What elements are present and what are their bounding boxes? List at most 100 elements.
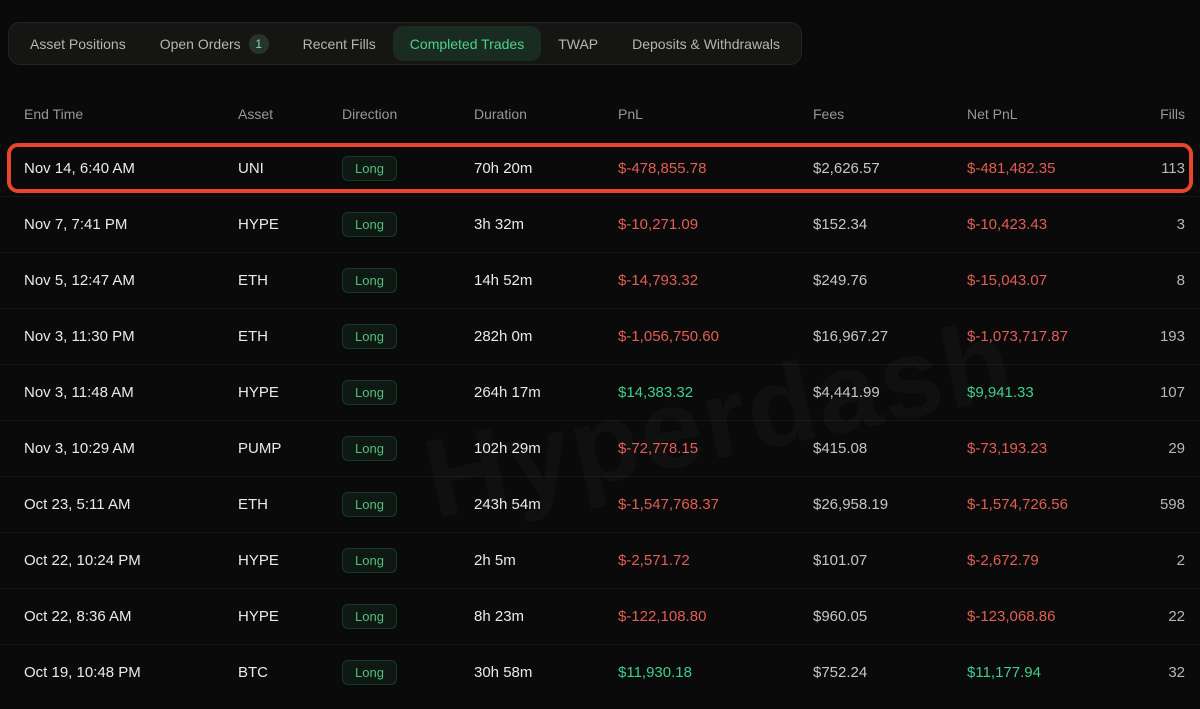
tab-label: Deposits & Withdrawals — [632, 35, 780, 52]
table-row[interactable]: Nov 7, 7:41 PM HYPE Long 3h 32m $-10,271… — [0, 196, 1200, 252]
net-pnl-cell: $11,177.94 — [967, 664, 1041, 681]
tab-deposits-withdrawals[interactable]: Deposits & Withdrawals — [615, 26, 797, 61]
column-header-duration: Duration — [474, 106, 527, 122]
duration-cell: 8h 23m — [474, 608, 525, 625]
duration-cell: 3h 32m — [474, 216, 525, 233]
end-time-cell: Nov 3, 11:30 PM — [24, 328, 135, 345]
direction-cell: Long — [342, 324, 474, 349]
tab-completed-trades[interactable]: Completed Trades — [392, 26, 542, 61]
duration-cell: 102h 29m — [474, 440, 541, 457]
asset-cell: ETH — [238, 496, 268, 513]
asset-cell: UNI — [238, 159, 264, 177]
column-header-pnl: PnL — [618, 106, 643, 122]
fees-cell: $2,626.57 — [813, 159, 880, 177]
fees-cell: $26,958.19 — [813, 496, 889, 513]
tab-recent-fills[interactable]: Recent Fills — [286, 26, 393, 61]
tab-label: Recent Fills — [302, 35, 376, 52]
table-row[interactable]: Oct 23, 5:11 AM ETH Long 243h 54m $-1,54… — [0, 476, 1200, 532]
fills-cell: 2 — [1176, 552, 1185, 569]
table-row[interactable]: Nov 5, 12:47 AM ETH Long 14h 52m $-14,79… — [0, 252, 1200, 308]
direction-long-badge: Long — [342, 660, 397, 685]
tab-label: Completed Trades — [409, 35, 525, 52]
trades-tab-bar: Asset Positions Open Orders 1 Recent Fil… — [8, 22, 802, 65]
asset-cell: ETH — [238, 328, 268, 345]
pnl-cell: $-72,778.15 — [618, 440, 699, 457]
tab-twap[interactable]: TWAP — [541, 26, 615, 61]
net-pnl-cell: $-481,482.35 — [967, 159, 1056, 177]
direction-cell: Long — [342, 268, 474, 293]
column-header-direction: Direction — [342, 106, 398, 122]
tab-label: TWAP — [558, 35, 599, 52]
net-pnl-cell: $-73,193.23 — [967, 440, 1048, 457]
duration-cell: 282h 0m — [474, 328, 533, 345]
direction-long-badge: Long — [342, 492, 397, 517]
net-pnl-cell: $-2,672.79 — [967, 552, 1039, 569]
pnl-cell: $-2,571.72 — [618, 552, 690, 569]
net-pnl-cell: $-1,574,726.56 — [967, 496, 1068, 513]
pnl-cell: $-478,855.78 — [618, 159, 707, 177]
table-row[interactable]: Nov 3, 10:29 AM PUMP Long 102h 29m $-72,… — [0, 420, 1200, 476]
table-row[interactable]: Nov 3, 11:30 PM ETH Long 282h 0m $-1,056… — [0, 308, 1200, 364]
duration-cell: 243h 54m — [474, 496, 541, 513]
asset-cell: HYPE — [238, 216, 279, 233]
direction-long-badge: Long — [342, 548, 397, 573]
pnl-cell: $-1,547,768.37 — [618, 496, 719, 513]
end-time-cell: Oct 19, 10:48 PM — [24, 664, 141, 681]
end-time-cell: Oct 22, 10:24 PM — [24, 552, 141, 569]
end-time-cell: Nov 3, 10:29 AM — [24, 440, 135, 457]
direction-cell: Long — [342, 548, 474, 573]
direction-long-badge: Long — [342, 436, 397, 461]
end-time-cell: Oct 22, 8:36 AM — [24, 608, 132, 625]
duration-cell: 2h 5m — [474, 552, 516, 569]
pnl-cell: $-14,793.32 — [618, 272, 699, 289]
asset-cell: HYPE — [238, 552, 279, 569]
column-header-end-time: End Time — [24, 106, 84, 122]
tab-open-orders[interactable]: Open Orders 1 — [143, 26, 286, 61]
fees-cell: $101.07 — [813, 552, 868, 569]
table-row[interactable]: Oct 22, 8:36 AM HYPE Long 8h 23m $-122,1… — [0, 588, 1200, 644]
column-header-fees: Fees — [813, 106, 845, 122]
tab-label: Asset Positions — [30, 35, 126, 52]
end-time-cell: Nov 5, 12:47 AM — [24, 272, 135, 289]
table-row[interactable]: Nov 3, 11:48 AM HYPE Long 264h 17m $14,3… — [0, 364, 1200, 420]
pnl-cell: $-122,108.80 — [618, 608, 707, 625]
direction-cell: Long — [342, 380, 474, 405]
fees-cell: $415.08 — [813, 440, 868, 457]
column-header-net-pnl: Net PnL — [967, 106, 1018, 122]
table-row[interactable]: Nov 14, 6:40 AM UNI Long 70h 20m $-478,8… — [0, 140, 1200, 196]
fees-cell: $4,441.99 — [813, 384, 880, 401]
direction-long-badge: Long — [342, 380, 397, 405]
direction-long-badge: Long — [342, 268, 397, 293]
tab-asset-positions[interactable]: Asset Positions — [13, 26, 143, 61]
fills-cell: 22 — [1168, 608, 1185, 625]
asset-cell: HYPE — [238, 608, 279, 625]
pnl-cell: $-10,271.09 — [618, 216, 699, 233]
fills-cell: 32 — [1168, 664, 1185, 681]
fills-cell: 113 — [1161, 159, 1185, 177]
direction-cell: Long — [342, 604, 474, 629]
net-pnl-cell: $-1,073,717.87 — [967, 328, 1068, 345]
column-header-asset: Asset — [238, 106, 274, 122]
fills-cell: 107 — [1159, 384, 1185, 401]
fills-cell: 8 — [1176, 272, 1185, 289]
table-row[interactable]: Oct 19, 10:48 PM BTC Long 30h 58m $11,93… — [0, 644, 1200, 700]
pnl-cell: $11,930.18 — [618, 664, 692, 681]
asset-cell: PUMP — [238, 440, 282, 457]
direction-cell: Long — [342, 212, 474, 237]
table-row[interactable]: Oct 22, 10:24 PM HYPE Long 2h 5m $-2,571… — [0, 532, 1200, 588]
duration-cell: 70h 20m — [474, 159, 533, 177]
direction-long-badge: Long — [342, 212, 397, 237]
pnl-cell: $-1,056,750.60 — [618, 328, 719, 345]
fills-cell: 3 — [1176, 216, 1185, 233]
direction-cell: Long — [342, 660, 474, 685]
fees-cell: $16,967.27 — [813, 328, 889, 345]
net-pnl-cell: $-10,423.43 — [967, 216, 1048, 233]
fees-cell: $752.24 — [813, 664, 868, 681]
direction-long-badge: Long — [342, 324, 397, 349]
completed-trades-table: End Time Asset Direction Duration PnL Fe… — [0, 88, 1200, 700]
duration-cell: 14h 52m — [474, 272, 533, 289]
net-pnl-cell: $9,941.33 — [967, 384, 1034, 401]
column-header-fills: Fills — [1160, 106, 1185, 122]
end-time-cell: Oct 23, 5:11 AM — [24, 496, 131, 513]
end-time-cell: Nov 7, 7:41 PM — [24, 216, 128, 233]
